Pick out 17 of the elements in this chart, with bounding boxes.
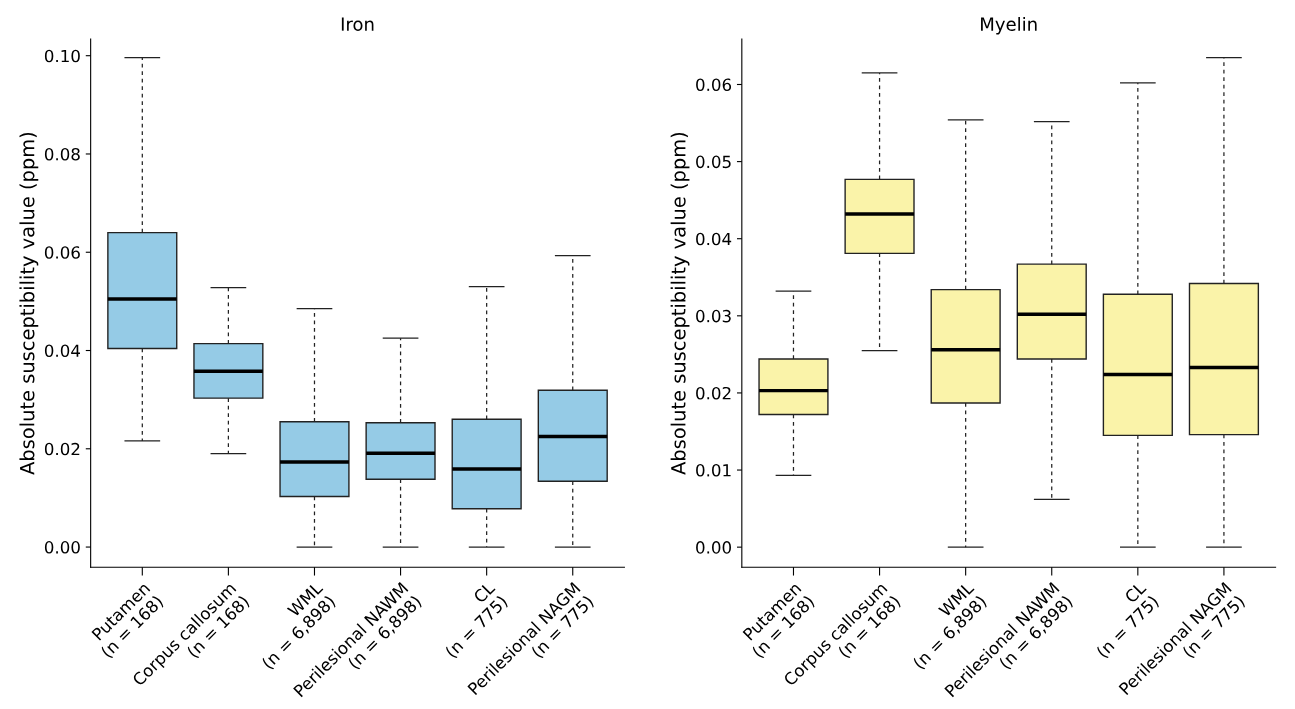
y-tick-label: 0.06 <box>44 246 80 259</box>
y-tick-label: 0.04 <box>44 344 80 358</box>
y-tick-label: 0.03 <box>696 309 731 323</box>
y-tick-label: 0.01 <box>696 464 731 477</box>
y-tick-label: 0.06 <box>696 78 732 92</box>
chart-title: Myelin <box>981 16 1037 35</box>
y-tick-label: 0.02 <box>696 386 731 400</box>
y-axis-title: Absolute susceptibility value (ppm) <box>670 132 690 475</box>
y-tick-label: 0.02 <box>44 442 80 456</box>
y-axis-title: Absolute susceptibility value (ppm) <box>19 132 39 475</box>
chart-title: Iron <box>341 17 374 31</box>
y-tick-label: 0.00 <box>44 541 80 554</box>
y-tick-label: 0.08 <box>44 147 80 161</box>
y-tick-label: 0.10 <box>44 49 80 63</box>
y-tick-label: 0.00 <box>696 541 731 554</box>
y-tick-label: 0.04 <box>696 232 732 246</box>
y-tick-label: 0.05 <box>696 155 731 169</box>
